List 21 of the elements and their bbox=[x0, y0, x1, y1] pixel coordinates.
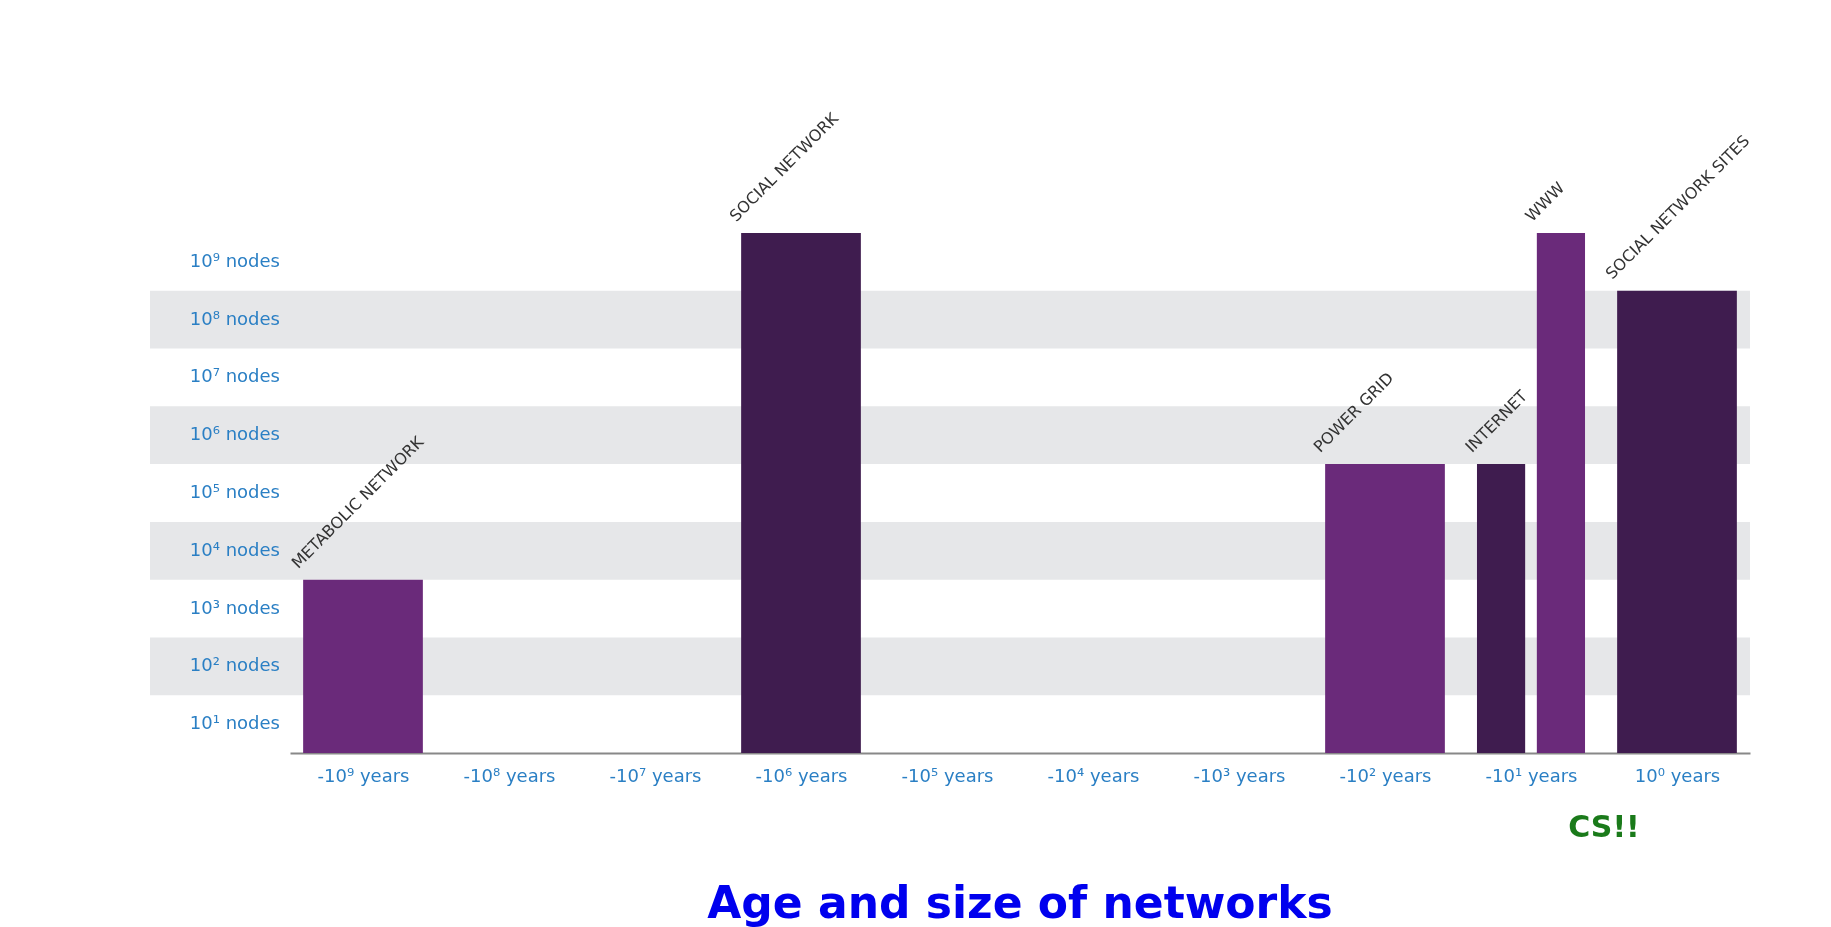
text: Age and size of networks bbox=[707, 877, 1333, 927]
text: 10⁴ nodes bbox=[189, 538, 280, 560]
x-tick-label: -10² years bbox=[1339, 764, 1432, 786]
text: 10⁷ nodes bbox=[189, 365, 280, 387]
text: 10¹ nodes bbox=[189, 712, 280, 734]
x-tick-label: -10³ years bbox=[1193, 764, 1286, 786]
x-tick-label: -10⁵ years bbox=[901, 764, 994, 786]
x-tick-label: -10⁹ years bbox=[317, 764, 410, 786]
x-tick-label: -10⁶ years bbox=[755, 764, 848, 786]
x-tick-label: -10⁸ years bbox=[463, 764, 556, 786]
text: 10² nodes bbox=[189, 654, 280, 676]
text: 10⁶ nodes bbox=[189, 423, 280, 445]
text: 10³ nodes bbox=[189, 596, 280, 618]
x-tick-label: -10⁴ years bbox=[1047, 764, 1140, 786]
text: 10⁸ nodes bbox=[189, 307, 280, 329]
text: 10⁵ nodes bbox=[189, 481, 280, 502]
text: CS!! bbox=[1568, 809, 1640, 844]
text: 10⁹ nodes bbox=[189, 249, 280, 271]
x-tick-label: -10⁷ years bbox=[609, 764, 702, 786]
x-tick-label: -10¹ years bbox=[1485, 764, 1578, 786]
x-tick-label: 10⁰ years bbox=[1634, 764, 1721, 786]
